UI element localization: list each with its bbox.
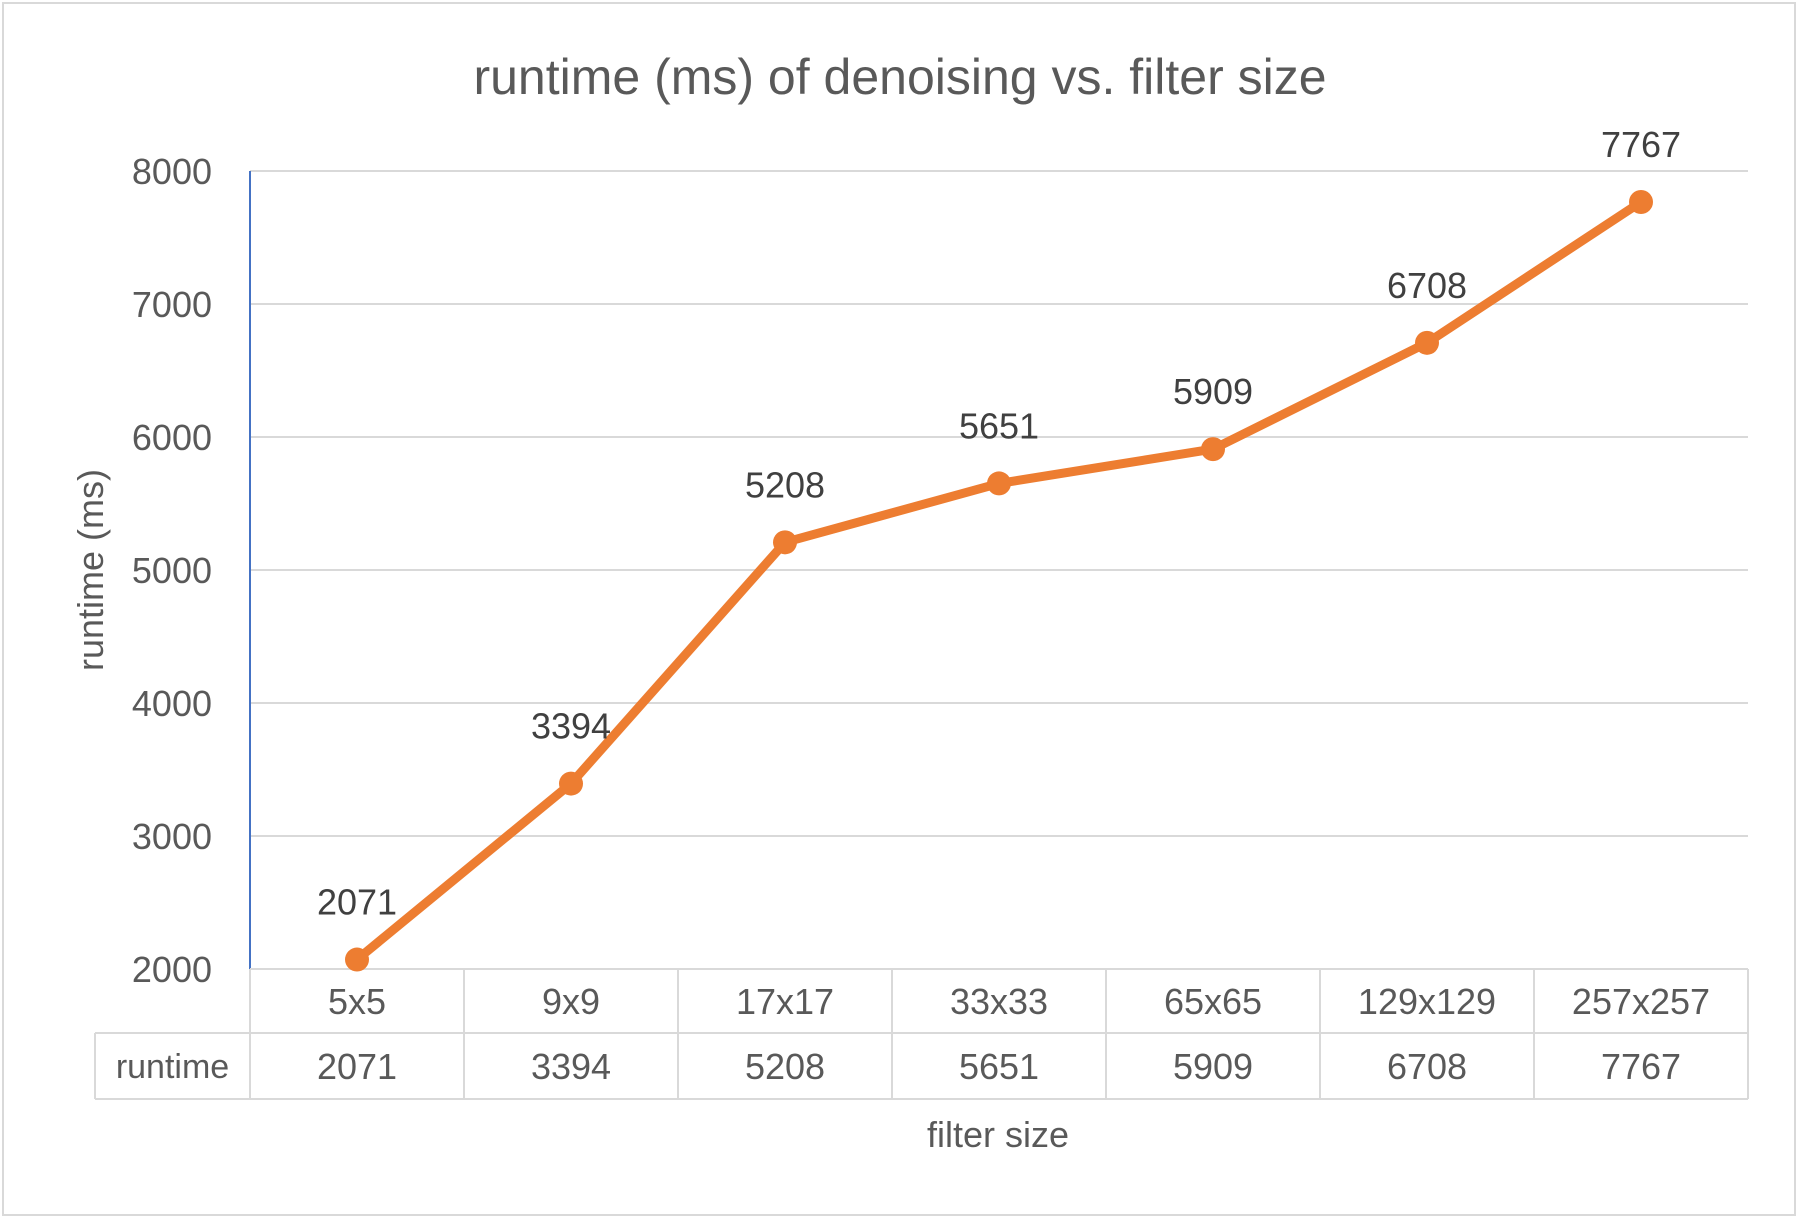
marker-17x17 bbox=[773, 530, 797, 555]
data-label-9x9: 3394 bbox=[531, 706, 611, 747]
y-tick-5000: 5000 bbox=[132, 550, 212, 591]
marker-5x5 bbox=[345, 947, 369, 972]
x-tick-17x17: 17x17 bbox=[736, 981, 834, 1022]
data-label-33x33: 5651 bbox=[959, 405, 1039, 446]
x-tick-129x129: 129x129 bbox=[1358, 981, 1496, 1022]
y-tick-8000: 8000 bbox=[132, 151, 212, 192]
y-tick-6000: 6000 bbox=[132, 417, 212, 458]
table-value-33x33: 5651 bbox=[959, 1046, 1039, 1087]
data-labels: 2071 3394 5208 5651 5909 6708 7767 bbox=[317, 124, 1681, 923]
series-line bbox=[352, 197, 1646, 965]
gridlines bbox=[249, 170, 1748, 969]
y-tick-7000: 7000 bbox=[132, 284, 212, 325]
x-tick-257x257: 257x257 bbox=[1572, 981, 1710, 1022]
marker-129x129 bbox=[1415, 330, 1439, 355]
y-tick-4000: 4000 bbox=[132, 683, 212, 724]
x-tick-65x65: 65x65 bbox=[1164, 981, 1262, 1022]
marker-9x9 bbox=[559, 771, 583, 796]
data-label-65x65: 5909 bbox=[1173, 371, 1253, 412]
y-tick-3000: 3000 bbox=[132, 816, 212, 857]
table-value-17x17: 5208 bbox=[745, 1046, 825, 1087]
table-value-257x257: 7767 bbox=[1601, 1046, 1681, 1087]
y-tick-labels: 2000 3000 4000 5000 6000 7000 8000 bbox=[132, 151, 212, 990]
table-value-129x129: 6708 bbox=[1387, 1046, 1467, 1087]
data-table: runtime 5x5 2071 9x9 3394 17x17 5208 33x33 5651 6… bbox=[94, 968, 1749, 1100]
data-label-257x257: 7767 bbox=[1601, 124, 1681, 165]
y-tick-2000: 2000 bbox=[132, 949, 212, 990]
chart-title: runtime (ms) of denoising vs. filter siz… bbox=[473, 49, 1326, 105]
y-axis-title: runtime (ms) bbox=[70, 469, 111, 671]
x-axis-title: filter size bbox=[927, 1114, 1069, 1155]
x-tick-9x9: 9x9 bbox=[542, 981, 600, 1022]
data-label-129x129: 6708 bbox=[1387, 265, 1467, 306]
x-tick-33x33: 33x33 bbox=[950, 981, 1048, 1022]
table-value-9x9: 3394 bbox=[531, 1046, 611, 1087]
table-value-65x65: 5909 bbox=[1173, 1046, 1253, 1087]
table-value-5x5: 2071 bbox=[317, 1046, 397, 1087]
x-tick-5x5: 5x5 bbox=[328, 981, 386, 1022]
marker-257x257 bbox=[1629, 189, 1653, 214]
table-series-label: runtime bbox=[116, 1048, 229, 1086]
series-runtime bbox=[345, 189, 1653, 972]
data-label-5x5: 2071 bbox=[317, 882, 397, 923]
data-label-17x17: 5208 bbox=[745, 464, 825, 505]
marker-65x65 bbox=[1201, 437, 1225, 462]
marker-33x33 bbox=[987, 471, 1011, 496]
